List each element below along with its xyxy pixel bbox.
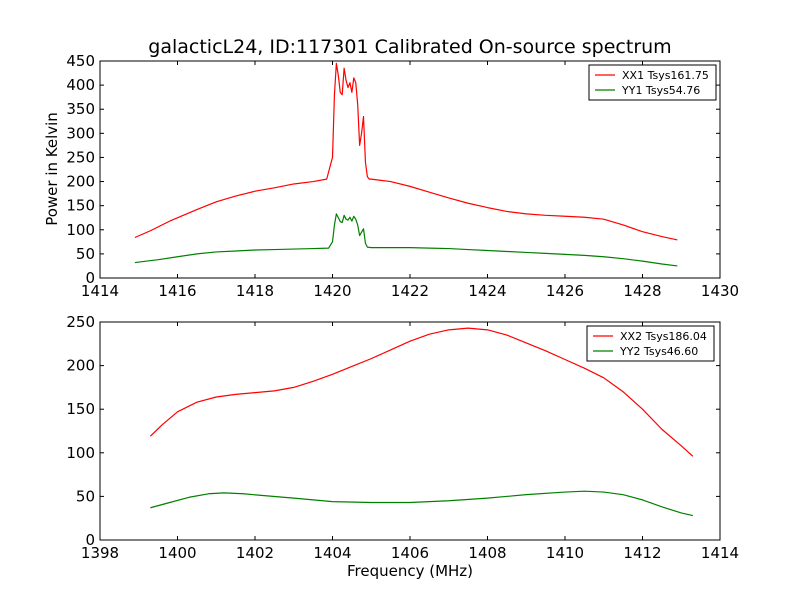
- x-tick-label: 1420: [313, 282, 351, 300]
- legend-label-2: YY2 Tsys46.60: [619, 345, 698, 358]
- legend-box: [586, 325, 715, 362]
- x-tick-label: 1402: [236, 544, 274, 562]
- y-tick-label: 200: [66, 357, 95, 375]
- y-tick-label: 50: [76, 487, 95, 505]
- x-axis-label: Frequency (MHz): [347, 562, 473, 580]
- y-tick-label: 100: [66, 444, 95, 462]
- x-tick-label: 1406: [391, 544, 429, 562]
- chart-title: galacticL24, ID:117301 Calibrated On-sou…: [148, 36, 671, 58]
- y-tick-label: 150: [66, 197, 95, 215]
- x-tick-label: 1426: [546, 282, 584, 300]
- series-line-1: [149, 327, 694, 457]
- x-tick-label: 1400: [158, 544, 196, 562]
- x-tick-label: 1408: [468, 544, 506, 562]
- x-tick-label: 1410: [546, 544, 584, 562]
- y-tick-label: 200: [66, 173, 95, 191]
- series-line-2: [150, 490, 694, 517]
- y-tick-label: 0: [85, 531, 95, 549]
- y-tick-label: 50: [76, 245, 95, 263]
- x-tick-label: 1422: [391, 282, 429, 300]
- y-axis-label: Power in Kelvin: [43, 112, 61, 226]
- x-tick-label: 1418: [236, 282, 274, 300]
- x-tick-label: 1398: [81, 544, 119, 562]
- top-spectrum-plot: 1414 1416 1418 1420 1422 1424 1426 1428 1430 0 50 1…: [66, 52, 739, 300]
- y-tick-label: 350: [66, 100, 95, 118]
- x-tick-label: 1404: [313, 544, 351, 562]
- legend-label-1: XX1 Tsys161.75: [622, 69, 709, 82]
- legend: XX1 Tsys161.75 YY1 Tsys54.76: [588, 64, 717, 101]
- y-tick-label: 150: [66, 400, 95, 418]
- x-tick-label: 1416: [158, 282, 196, 300]
- x-tick-label: 1424: [468, 282, 506, 300]
- y-tick-label: 300: [66, 124, 95, 142]
- series-line-2: [134, 213, 678, 267]
- y-tick-label: 0: [85, 269, 95, 287]
- y-tick-label: 450: [66, 52, 95, 70]
- y-tick-label: 250: [66, 313, 95, 331]
- bottom-spectrum-plot: 1398 1400 1402 1404 1406 1408 1410 1412 1414 0 50 1…: [66, 313, 739, 562]
- legend: XX2 Tsys186.04 YY2 Tsys46.60: [586, 325, 715, 362]
- y-tick-label: 250: [66, 148, 95, 166]
- x-tick-label: 1414: [81, 282, 119, 300]
- legend-label-1: XX2 Tsys186.04: [620, 330, 707, 343]
- x-tick-label: 1414: [701, 544, 739, 562]
- legend-label-2: YY1 Tsys54.76: [621, 84, 700, 97]
- x-tick-label: 1430: [701, 282, 739, 300]
- y-tick-label: 100: [66, 221, 95, 239]
- x-tick-label: 1412: [623, 544, 661, 562]
- x-tick-label: 1428: [623, 282, 661, 300]
- y-tick-label: 400: [66, 76, 95, 94]
- legend-box: [588, 64, 717, 101]
- series-line-1: [134, 62, 678, 241]
